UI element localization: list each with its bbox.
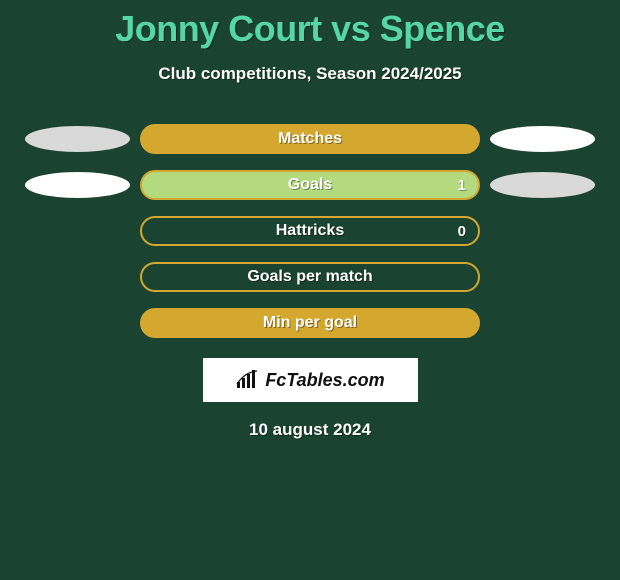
right-ellipse: [490, 126, 595, 152]
left-spacer: [25, 264, 130, 290]
left-ellipse: [25, 172, 130, 198]
stat-row: Goals 1: [0, 170, 620, 200]
stat-row: Goals per match: [0, 262, 620, 292]
stat-bar: Goals 1: [140, 170, 480, 200]
left-spacer: [25, 310, 130, 336]
right-ellipse: [490, 172, 595, 198]
stat-bar: Hattricks 0: [140, 216, 480, 246]
date-label: 10 august 2024: [0, 420, 620, 440]
stat-row: Min per goal: [0, 308, 620, 338]
stat-label: Min per goal: [263, 314, 357, 332]
right-spacer: [490, 310, 595, 336]
page-title: Jonny Court vs Spence: [0, 0, 620, 50]
stat-label: Hattricks: [276, 222, 344, 240]
stat-rows: Matches Goals 1 Hattricks 0 Goals per match Mi…: [0, 124, 620, 338]
stat-row: Matches: [0, 124, 620, 154]
stat-row: Hattricks 0: [0, 216, 620, 246]
stat-label: Matches: [278, 130, 342, 148]
stat-label: Goals: [288, 176, 332, 194]
chart-icon: [235, 370, 261, 390]
logo-text: FcTables.com: [265, 370, 384, 391]
logo-box: FcTables.com: [203, 358, 418, 402]
stat-value: 1: [458, 177, 466, 194]
stat-label: Goals per match: [247, 268, 372, 286]
left-ellipse: [25, 126, 130, 152]
left-spacer: [25, 218, 130, 244]
subtitle: Club competitions, Season 2024/2025: [0, 64, 620, 84]
right-spacer: [490, 264, 595, 290]
right-spacer: [490, 218, 595, 244]
stat-value: 0: [458, 223, 466, 240]
stat-bar: Min per goal: [140, 308, 480, 338]
stat-bar: Goals per match: [140, 262, 480, 292]
stat-bar: Matches: [140, 124, 480, 154]
